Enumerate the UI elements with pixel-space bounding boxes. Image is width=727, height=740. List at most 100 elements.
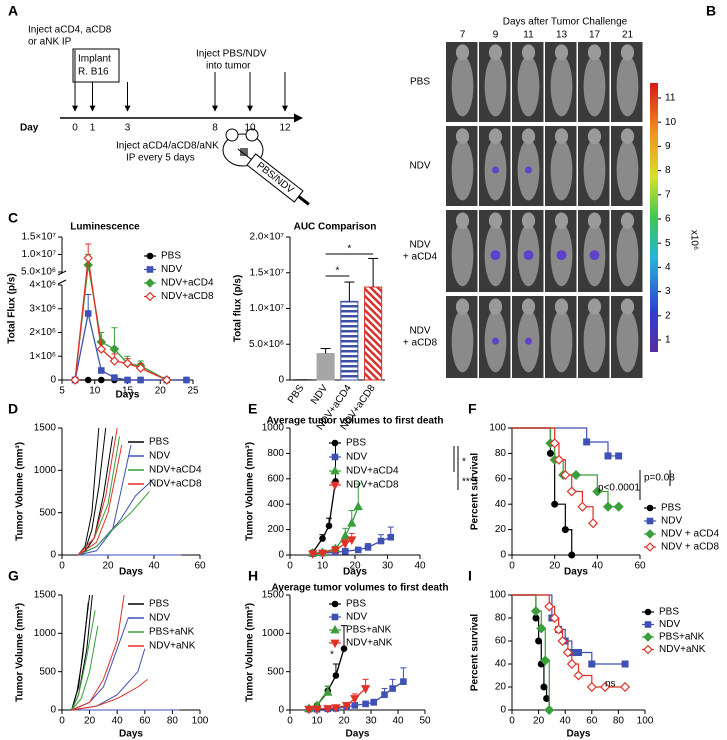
mouse-silhouette: [451, 139, 474, 201]
marker: [146, 252, 154, 260]
x-tick-label: 40: [112, 716, 124, 727]
y-axis-label: Total Flux (p/s): [7, 273, 18, 343]
panel-label: F: [468, 401, 477, 417]
mouse-silhouette: [550, 139, 573, 201]
marker: [330, 624, 340, 634]
x-tick-label: 20: [102, 561, 114, 572]
legend-label: PBS: [149, 437, 169, 448]
y-tick-label: 400: [267, 499, 284, 510]
marker: [588, 518, 599, 529]
day-number: 10: [244, 123, 256, 134]
legend-label: NDV: [661, 516, 682, 527]
marker: [146, 266, 154, 273]
marker: [183, 376, 190, 384]
mouse-head: [554, 128, 569, 145]
mouse-silhouette: [451, 223, 474, 287]
tumor-line: [71, 678, 148, 711]
x-tick-label: 100: [637, 716, 654, 727]
x-tick-label: 80: [613, 716, 625, 727]
chart-title: Average tumor volumes to first death: [272, 583, 449, 594]
x-tick-label: 40: [414, 561, 426, 572]
marker: [377, 537, 385, 545]
legend-label: NDV + aCD4: [661, 529, 720, 540]
annotation: ns: [605, 679, 616, 690]
chart-title: AUC Comparison: [294, 222, 377, 233]
marker: [145, 278, 155, 288]
timeline-text: R. B16: [78, 67, 109, 78]
marker: [561, 526, 569, 534]
marker: [122, 358, 133, 369]
y-tick-label: 200: [267, 524, 284, 535]
y-tick-label: 1000: [34, 465, 57, 476]
x-axis-label: Days: [343, 567, 367, 578]
annotation: p<0.0001: [598, 483, 640, 494]
mouse-head: [554, 212, 569, 229]
x-tick-label: 0: [287, 561, 293, 572]
legend-label: NDV + aCD8: [661, 542, 720, 553]
marker: [331, 613, 339, 621]
panel-label: D: [8, 401, 18, 417]
marker: [330, 481, 340, 491]
x-axis-label: Days: [119, 567, 143, 578]
annotation: *: [330, 650, 334, 661]
x-tick-label: 30: [382, 561, 394, 572]
marker: [536, 623, 547, 634]
annotation: *: [462, 457, 466, 468]
day-number: 1: [90, 123, 96, 134]
panel-label: I: [468, 568, 472, 584]
survival-line: [512, 427, 619, 457]
mouse-head: [620, 128, 635, 145]
marker: [340, 645, 348, 652]
mouse-ear: [225, 128, 239, 142]
mouse-silhouette: [517, 55, 540, 117]
marker: [387, 533, 395, 541]
colorbar-tick-label: 2: [665, 310, 671, 321]
y-axis-label: Tumor Volume (mm³): [245, 442, 256, 541]
marker: [364, 544, 372, 551]
marker: [83, 253, 93, 263]
marker: [400, 678, 407, 685]
x-tick-label: 0: [509, 561, 515, 572]
chart-title: Average tumor volumes to first death: [267, 416, 444, 427]
marker: [560, 469, 571, 481]
x-axis-label: Days: [567, 729, 591, 740]
marker: [615, 452, 623, 460]
y-axis-label: Tumor Volume (mm³): [15, 603, 26, 702]
mouse-head: [455, 44, 470, 61]
legend-label: PBS+aNK: [659, 632, 705, 643]
column-day: 13: [556, 30, 568, 41]
tumor-line: [77, 444, 123, 556]
marker: [162, 375, 172, 385]
syringe-needle: [237, 148, 252, 160]
legend-label: PBS: [161, 251, 181, 262]
y-tick-label: 1.0×10⁷: [22, 249, 57, 260]
legend-label: NDV: [659, 619, 680, 630]
timeline-text: or aNK IP: [28, 37, 72, 48]
tumor-line: [77, 427, 100, 556]
column-day: 7: [460, 30, 466, 41]
x-tick-label: 15: [122, 386, 134, 397]
y-tick-label: 20: [495, 682, 507, 693]
x-tick-label: 60: [586, 716, 598, 727]
marker: [540, 683, 548, 691]
marker: [325, 522, 333, 530]
y-tick-label: 1000: [262, 423, 285, 434]
mouse-head: [488, 128, 503, 145]
legend-label: NDV+aCD4: [149, 465, 202, 476]
mouse-silhouette: [616, 223, 639, 287]
y-axis-label: Tumor Volume (mm³): [15, 442, 26, 541]
signal-spot: [492, 337, 499, 345]
marker: [553, 454, 564, 465]
row-label: PBS: [410, 77, 430, 88]
legend-label: NDV+aNK: [149, 641, 196, 652]
mouse-silhouette: [583, 55, 606, 117]
mouse-silhouette: [550, 55, 573, 117]
marker: [331, 600, 339, 608]
marker: [137, 376, 144, 384]
colorbar-tick-label: 6: [665, 214, 671, 225]
row-label: + aCD4: [403, 252, 438, 263]
marker: [332, 672, 340, 679]
day-label: Day: [20, 123, 39, 134]
